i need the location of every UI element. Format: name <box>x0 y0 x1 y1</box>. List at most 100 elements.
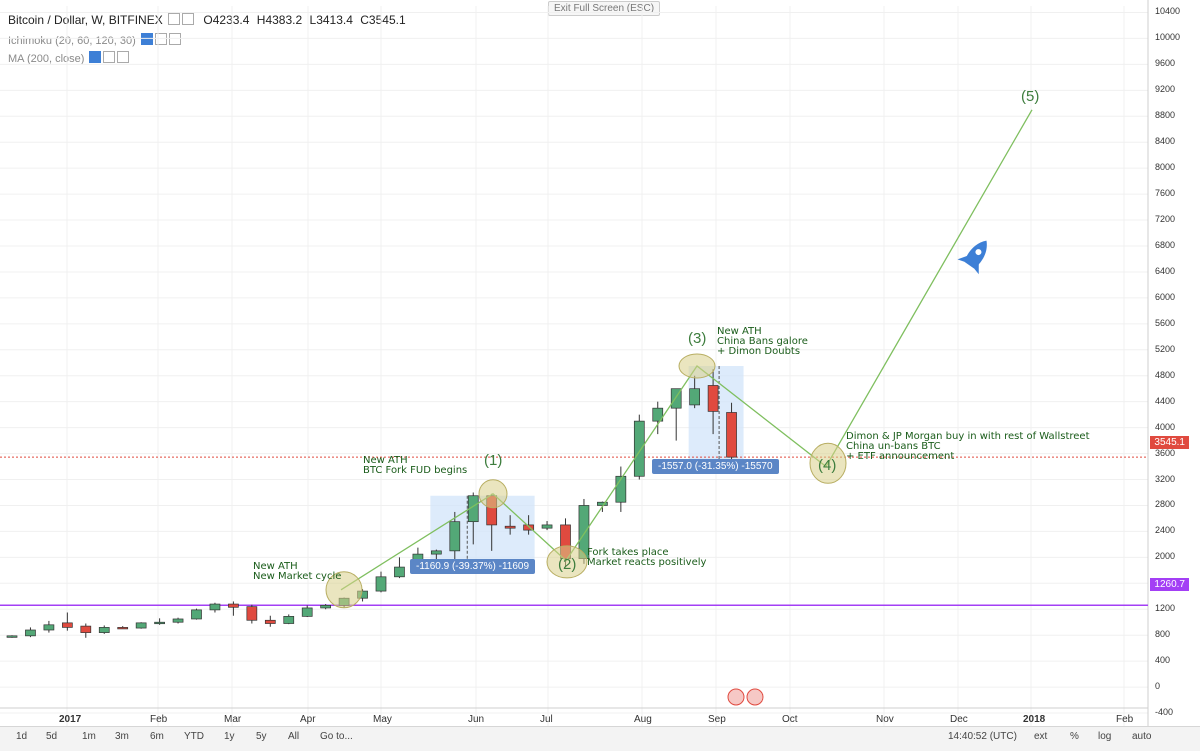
wave-label-3: (3) <box>688 330 707 347</box>
candle-body <box>135 622 147 629</box>
y-tick-label: 9600 <box>1155 58 1176 69</box>
range-button-5y[interactable]: 5y <box>256 731 267 742</box>
gear-icon[interactable] <box>103 51 116 63</box>
indicator-ma[interactable]: MA (200, close) <box>8 51 130 65</box>
y-tick-label: 3600 <box>1155 447 1176 458</box>
settings-icon[interactable] <box>168 13 181 25</box>
price-chart[interactable] <box>0 0 1200 726</box>
range-button-all[interactable]: All <box>288 731 300 742</box>
wave-label-5: (5) <box>1021 88 1040 105</box>
eye-icon[interactable] <box>89 51 102 63</box>
indicator-ma-label: MA (200, close) <box>8 53 85 65</box>
goto-button[interactable]: Go to... <box>320 731 353 742</box>
hline-price-tag: 1260.7 <box>1150 578 1189 591</box>
annotation-fork-fud: New ATH BTC Fork FUD begins <box>363 455 468 476</box>
current-price-tag: 3545.1 <box>1150 436 1189 449</box>
candle-body <box>191 609 202 620</box>
y-tick-label: 2000 <box>1155 551 1176 562</box>
range-button-5d[interactable]: 5d <box>46 731 58 742</box>
annotation-fork-takes-place: Fork takes place Market reacts positivel… <box>587 547 707 568</box>
candle-body <box>6 635 18 638</box>
y-tick-label: 6000 <box>1155 291 1176 302</box>
candle-body <box>449 521 461 552</box>
y-tick-label: 10400 <box>1155 6 1181 17</box>
candle-body <box>394 566 405 578</box>
wave-label-2: (2) <box>558 556 577 573</box>
candle-body <box>597 501 608 506</box>
utc-clock: 14:40:52 (UTC) <box>948 731 1017 742</box>
candle-body <box>541 524 553 529</box>
range-button-1y[interactable]: 1y <box>224 731 235 742</box>
range-button-3m[interactable]: 3m <box>115 731 129 742</box>
range-button-1d[interactable]: 1d <box>16 731 28 742</box>
x-tick-label: 2017 <box>59 714 82 725</box>
x-tick-label: Feb <box>150 714 168 725</box>
candle-body <box>375 576 387 592</box>
y-tick-label: 800 <box>1155 629 1171 640</box>
candle-body <box>320 605 331 609</box>
candle-body <box>633 420 645 477</box>
wave-pivot-marker <box>546 545 588 579</box>
wave-label-4: (4) <box>818 457 837 474</box>
range-button-ytd[interactable]: YTD <box>184 731 204 742</box>
y-tick-label: 4000 <box>1155 421 1176 432</box>
x-tick-label: Nov <box>876 714 894 725</box>
y-tick-label: 10000 <box>1155 32 1181 43</box>
event-flag-icon <box>727 688 745 706</box>
elliott-wave-path <box>340 109 1033 591</box>
range-button-1m[interactable]: 1m <box>82 731 96 742</box>
compare-icon[interactable] <box>182 13 195 25</box>
log-button[interactable]: log <box>1098 731 1112 742</box>
eye-icon[interactable] <box>140 33 153 45</box>
y-tick-label: 1200 <box>1155 603 1176 614</box>
candle-body <box>228 603 239 608</box>
candle-body <box>301 607 313 617</box>
y-tick-label: 3200 <box>1155 473 1176 484</box>
x-tick-label: Sep <box>708 714 726 725</box>
candle-body <box>689 388 701 406</box>
auto-button[interactable]: auto <box>1132 731 1152 742</box>
wave-label-1: (1) <box>484 452 503 469</box>
x-tick-label: Oct <box>782 714 798 725</box>
x-tick-label: Jul <box>540 714 553 725</box>
remove-icon[interactable] <box>168 33 181 45</box>
rocket-icon <box>957 240 987 275</box>
remove-icon[interactable] <box>117 51 130 63</box>
annotation-new-market-cycle: New ATH New Market cycle <box>253 561 342 582</box>
wave-pivot-marker <box>325 571 363 609</box>
y-tick-label: 8400 <box>1155 136 1176 147</box>
candle-body <box>264 619 276 624</box>
y-tick-label: 7600 <box>1155 188 1176 199</box>
candle-body <box>615 475 627 503</box>
ohlc-high: H4383.2 <box>256 13 303 27</box>
candle-body <box>283 616 295 624</box>
y-tick-label: 8800 <box>1155 110 1176 121</box>
measure-label-2: -1557.0 (-31.35%) -15570 <box>652 459 779 474</box>
percent-button[interactable]: % <box>1070 731 1079 742</box>
y-tick-label: 6800 <box>1155 240 1176 250</box>
candle-body <box>98 627 110 633</box>
y-tick-label: 4400 <box>1155 395 1176 406</box>
y-tick-label: 5600 <box>1155 317 1176 328</box>
y-tick-label: 7200 <box>1155 214 1176 225</box>
range-button-6m[interactable]: 6m <box>150 731 164 742</box>
x-tick-label: 2018 <box>1023 714 1046 725</box>
bottom-toolbar <box>0 726 1200 751</box>
y-tick-label: 0 <box>1155 681 1161 692</box>
x-tick-label: Feb <box>1116 714 1134 725</box>
symbol-title: Bitcoin / Dollar, W, BITFINEX <box>8 13 163 27</box>
ext-button[interactable]: ext <box>1034 731 1048 742</box>
candle-body <box>209 603 221 611</box>
x-tick-label: Apr <box>300 714 316 725</box>
candle-body <box>80 625 92 633</box>
x-tick-label: Jun <box>468 714 485 725</box>
x-tick-label: Dec <box>950 714 968 725</box>
candle-body <box>61 622 73 628</box>
wave-pivot-marker <box>478 479 508 509</box>
y-tick-label: 8000 <box>1155 162 1176 173</box>
measure-box-1 <box>430 495 535 571</box>
candle-body <box>504 525 516 529</box>
candle-body <box>652 407 664 422</box>
x-tick-label: May <box>373 714 392 725</box>
candle-body <box>670 388 682 409</box>
